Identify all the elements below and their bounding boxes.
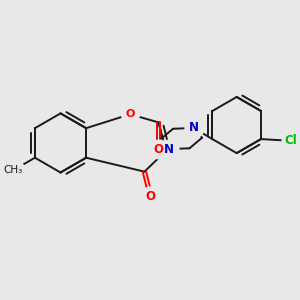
Text: CH₃: CH₃ <box>4 165 23 175</box>
Text: O: O <box>154 142 164 156</box>
Text: O: O <box>146 190 155 202</box>
Text: N: N <box>189 122 199 134</box>
Text: N: N <box>164 142 174 156</box>
Text: O: O <box>125 109 135 119</box>
Text: Cl: Cl <box>284 134 297 147</box>
